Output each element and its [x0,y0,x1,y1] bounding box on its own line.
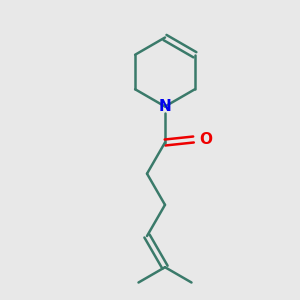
Text: O: O [199,132,212,147]
Text: N: N [159,99,171,114]
